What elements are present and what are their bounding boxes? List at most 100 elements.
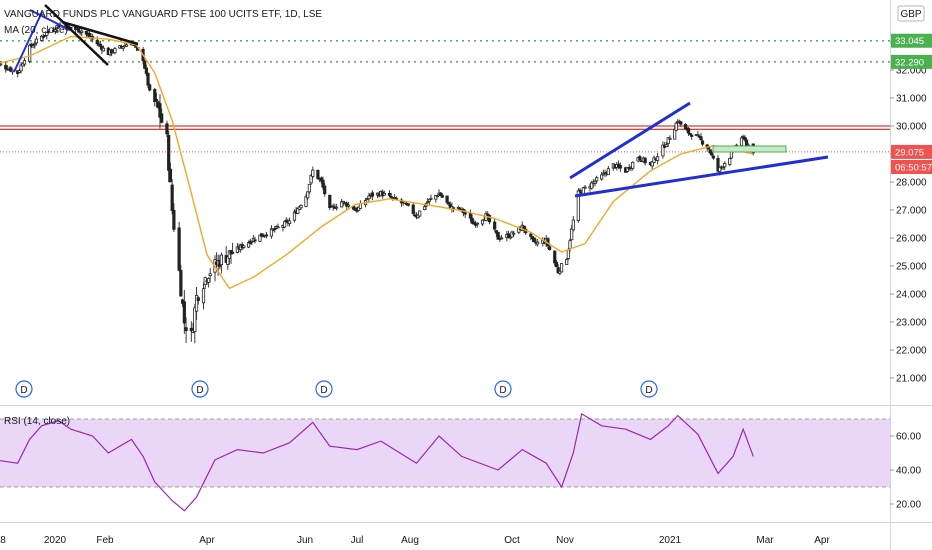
candle-body [189,327,193,332]
candle-body [578,189,582,192]
rsi-tick-label: 60.00 [896,432,921,443]
time-tick-label: Feb [96,535,114,546]
dividend-marker[interactable] [494,380,512,398]
time-tick-label: Apr [814,535,830,546]
dividend-marker[interactable] [15,380,33,398]
candle-body [230,251,235,254]
candle-body [426,201,430,204]
candle-body [568,240,572,250]
candle-body [710,152,714,156]
time-tick-label: Apr [199,535,215,546]
candle-body [56,26,61,29]
candle-body [559,263,564,273]
candle-body [258,234,262,242]
candle-body [184,327,188,332]
price-tag: 29.075 [895,147,924,158]
candle-body [168,168,173,183]
trendline-early-2 [29,9,71,31]
candle-body [674,122,678,131]
candle-body [206,278,211,283]
price-tag-bg [891,33,932,48]
candle-body [440,194,444,198]
candle-body [283,221,287,228]
candle-body [370,192,374,197]
candle-body [323,185,327,195]
candle-body [0,63,3,66]
candle-body [158,103,162,118]
candle-body [334,206,339,209]
candle-body [739,137,744,146]
dividend-marker[interactable] [191,380,209,398]
candle-body [80,30,84,33]
candle-body [470,217,474,224]
candle-body [143,60,147,69]
candle-body [686,128,691,134]
candle-body [566,249,570,259]
candle-body [34,38,39,44]
dividend-marker[interactable] [640,380,658,398]
candle-body [728,158,732,165]
candle-body [153,89,157,103]
candle-body [690,134,694,137]
rsi-band [0,419,890,487]
price-tag: 33.045 [895,36,924,47]
candle-body [196,297,200,301]
candle-body [28,44,32,62]
time-tick-label: Nov [556,535,574,546]
candle-body [98,43,102,47]
countdown-tag: 06:50:57 [895,163,932,174]
price-tick-label: 21.000 [896,374,927,385]
time-tick-label: 8 [0,535,6,546]
price-tick-label: 24.000 [896,290,927,301]
dividend-marker[interactable] [315,380,333,398]
rsi-tick-label: 40.00 [896,466,921,477]
candle-body [679,121,683,125]
candle-body [208,273,212,277]
candle-body [673,128,677,140]
candle-body [532,237,536,242]
candle-body [536,241,540,245]
trendline-upper [569,101,691,180]
trendline-black-2 [61,20,139,46]
candle-body [583,186,587,189]
candle-body [182,301,186,324]
candle-body [434,195,438,200]
candle-body [219,254,223,266]
rsi-legend: RSI (14, close) [4,416,70,427]
candle-body [17,70,21,73]
candle-body [595,177,599,182]
candle-body [246,242,251,248]
time-tick-label: Jul [351,535,364,546]
trendline-lower [574,155,829,198]
candle-body [287,220,292,224]
candle-body [499,237,504,240]
candle-body [468,212,473,219]
candle-body [389,195,393,199]
time-tick-label: 2020 [44,535,67,546]
trendline-early-1 [13,11,43,73]
time-tick-label: Jun [297,535,313,546]
candle-body [445,195,449,203]
candle-body [556,267,560,274]
candle-body [618,165,622,169]
candle-body [480,219,485,225]
candle-body [729,151,734,159]
candle-body [666,137,670,144]
candle-body [418,210,422,217]
candle-body [154,98,159,102]
candle-body [84,30,89,35]
candle-body [661,144,665,157]
currency-button[interactable] [897,5,925,22]
candle-body [700,140,705,145]
candle-body [41,36,45,38]
candle-body [382,193,386,196]
candle-body [269,228,274,237]
time-tick-label: Aug [401,535,419,546]
candle-body [699,136,703,141]
dividend-marker-label: D [20,385,27,396]
candle-body [422,206,427,211]
candle-body [570,228,574,241]
price-tag-bg [891,144,932,159]
candle-body [179,269,183,297]
